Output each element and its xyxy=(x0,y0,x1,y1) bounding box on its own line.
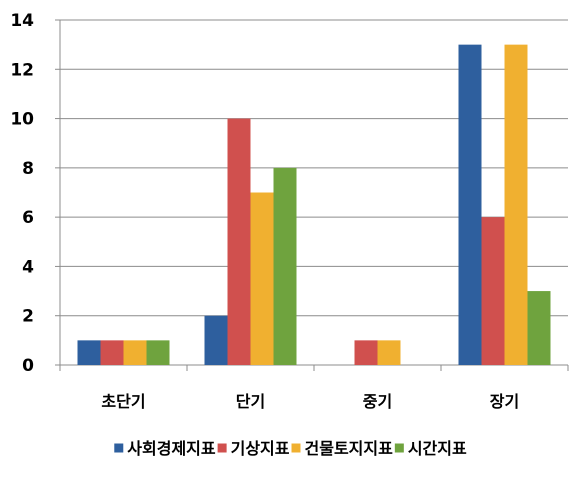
bar-0-1 xyxy=(204,315,228,365)
x-tick-label: 장기 xyxy=(490,392,519,411)
bar-0-3 xyxy=(458,44,482,366)
bar-1-0 xyxy=(100,340,124,365)
legend-label-0: 사회경제지표 xyxy=(127,439,216,458)
bar-1-3 xyxy=(481,217,505,365)
legend: 사회경제지표 기상지표 건물토지지표 시간지표 xyxy=(114,439,467,458)
bar-1-2 xyxy=(354,340,378,365)
y-tick-label: 0 xyxy=(22,356,34,376)
bar-0-0 xyxy=(77,340,101,365)
bar-1-1 xyxy=(227,118,251,365)
y-tick-labels: 0 2 4 6 8 10 12 14 xyxy=(10,11,34,376)
y-tick-label: 6 xyxy=(22,208,34,228)
y-tick-label: 14 xyxy=(10,11,34,31)
bar-3-1 xyxy=(273,167,297,365)
bar-2-2 xyxy=(377,340,401,365)
bars xyxy=(77,44,551,366)
bar-2-3 xyxy=(504,44,528,366)
legend-swatch-1 xyxy=(217,443,227,453)
x-tick-label: 단기 xyxy=(236,392,265,411)
legend-label-2: 건물토지지표 xyxy=(305,439,394,458)
legend-label-3: 시간지표 xyxy=(408,439,467,458)
x-tick-labels: 초단기 단기 중기 장기 xyxy=(101,392,519,411)
y-tick-label: 4 xyxy=(22,257,34,277)
bar-2-1 xyxy=(250,192,274,365)
y-tick-label: 10 xyxy=(10,110,34,130)
x-tick-label: 초단기 xyxy=(101,392,145,411)
legend-label-1: 기상지표 xyxy=(231,439,290,458)
y-tick-label: 2 xyxy=(22,307,34,327)
bar-3-3 xyxy=(527,291,551,365)
bar-3-0 xyxy=(146,340,170,365)
legend-swatch-3 xyxy=(394,443,404,453)
gridlines xyxy=(60,19,568,317)
legend-swatch-0 xyxy=(114,443,124,453)
y-tick-label: 8 xyxy=(22,159,34,179)
bar-2-0 xyxy=(123,340,147,365)
y-tick-label: 12 xyxy=(10,60,34,80)
x-tick-label: 중기 xyxy=(363,392,392,411)
legend-swatch-2 xyxy=(291,443,301,453)
